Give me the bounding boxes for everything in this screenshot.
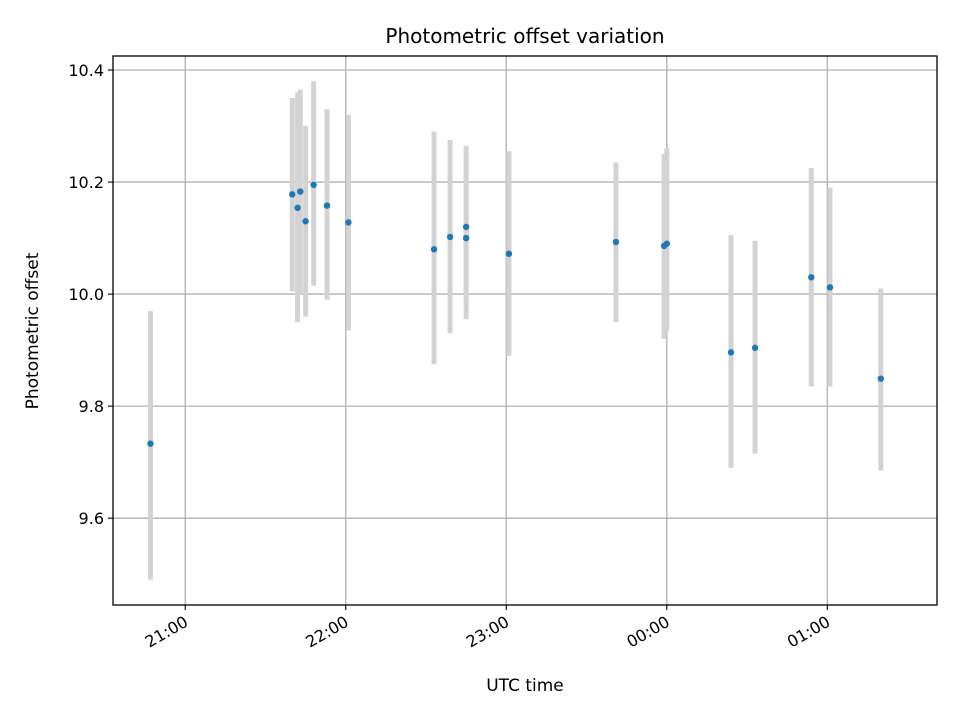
data-point [446, 233, 454, 241]
data-point [826, 284, 834, 291]
data-point [462, 234, 470, 242]
data-points [147, 181, 885, 447]
y-tick-label: 9.6 [79, 509, 104, 528]
data-point [323, 202, 331, 209]
data-point [663, 240, 670, 247]
y-axis-ticks: 9.6 9.8 10.0 10.2 10.4 [68, 61, 113, 528]
y-tick-label: 9.8 [79, 397, 104, 416]
data-point [462, 223, 470, 231]
data-point [751, 344, 759, 352]
data-point [289, 191, 296, 198]
data-point [310, 181, 317, 189]
data-point [727, 349, 735, 356]
grid [113, 56, 937, 605]
data-point [877, 375, 885, 382]
data-point [294, 204, 301, 212]
data-point [505, 250, 513, 257]
y-tick-label: 10.0 [68, 285, 104, 304]
data-point [430, 246, 438, 253]
plot-area-frame [112, 55, 938, 606]
data-point [297, 188, 304, 195]
chart-title: Photometric offset variation [385, 24, 664, 48]
data-point [147, 440, 154, 447]
y-axis-label: Photometric offset [23, 252, 43, 409]
y-tick-label: 10.2 [68, 173, 104, 192]
data-point [345, 219, 352, 226]
data-point [302, 218, 309, 225]
data-point [808, 274, 815, 281]
data-point [612, 238, 620, 246]
y-tick-label: 10.4 [68, 61, 104, 80]
x-axis-label: UTC time [486, 676, 564, 696]
